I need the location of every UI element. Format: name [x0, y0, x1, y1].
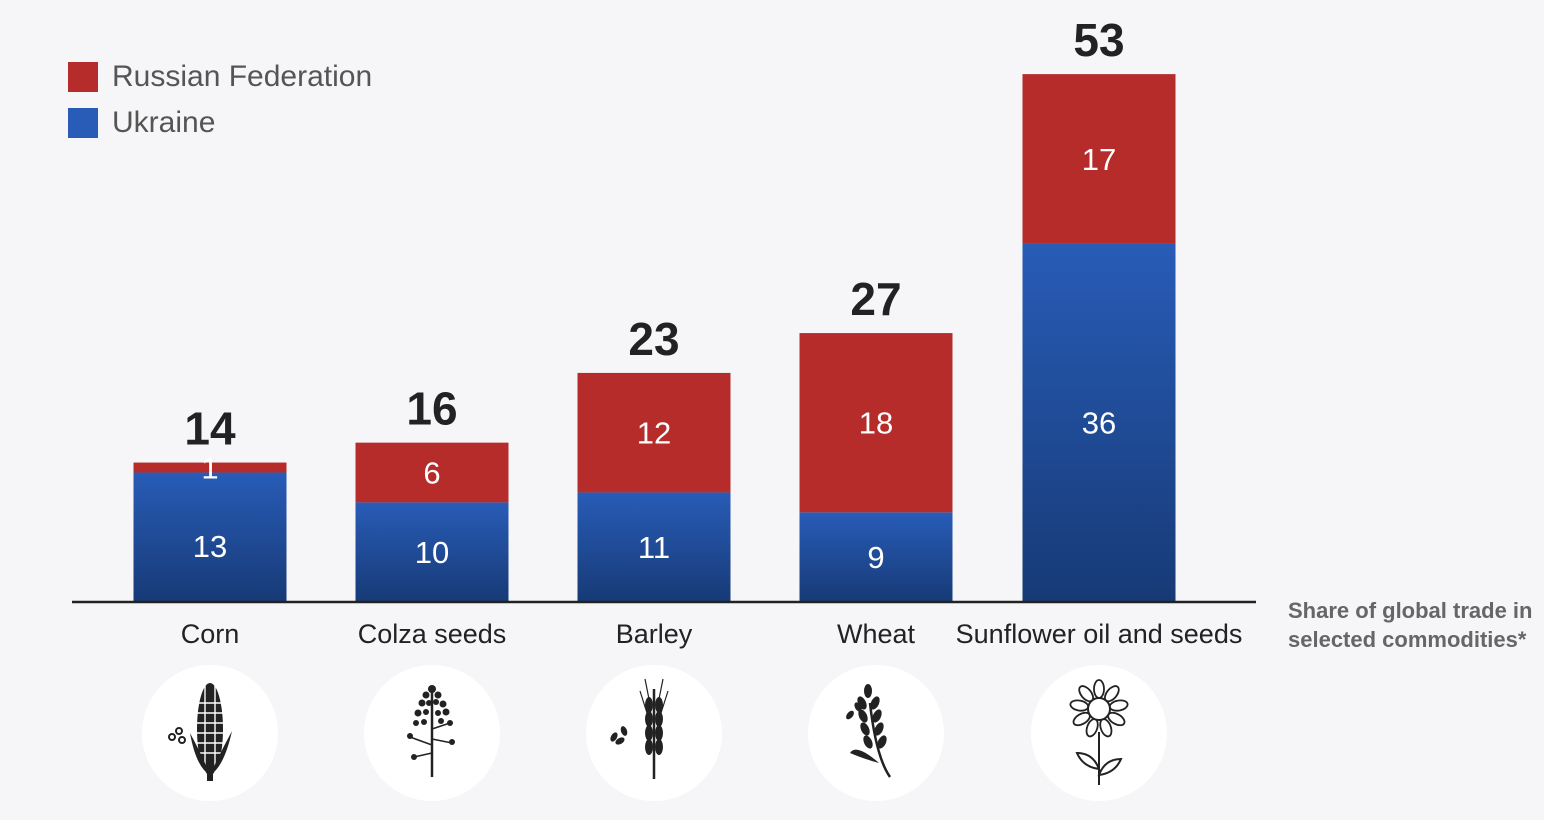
legend-label-ukraine: Ukraine: [112, 106, 216, 139]
total-label: 14: [184, 403, 236, 455]
bar-ukraine: [577, 492, 731, 602]
bar-russia: [133, 462, 287, 473]
bar-ukraine: [133, 472, 287, 602]
bar-ukraine: [355, 502, 509, 602]
data-label-ukraine: 9: [867, 540, 884, 575]
legend-swatch-russia: [68, 62, 98, 92]
data-label-ukraine: 10: [415, 535, 449, 570]
data-label-ukraine: 13: [193, 529, 227, 564]
category-label: Barley: [616, 619, 693, 649]
bar-ukraine: [1022, 243, 1176, 602]
data-label-russia: 6: [423, 456, 440, 491]
data-label-ukraine: 11: [638, 530, 670, 565]
legend-swatch-ukraine: [68, 108, 98, 138]
data-label-russia: 12: [637, 416, 671, 451]
chart-footnote: Share of global trade in selected commod…: [1288, 598, 1533, 652]
bar-ukraine: [799, 512, 953, 602]
category-label: Colza seeds: [358, 619, 507, 649]
data-label-russia: 17: [1082, 142, 1116, 177]
total-label: 53: [1073, 14, 1124, 66]
bar-russia: [799, 333, 953, 513]
category-label: Sunflower oil and seeds: [956, 619, 1243, 649]
category-label: Corn: [181, 619, 240, 649]
bar-russia: [577, 372, 731, 493]
data-label-russia: 1: [201, 451, 218, 486]
legend-label-russia: Russian Federation: [112, 60, 373, 93]
data-label-ukraine: 36: [1082, 406, 1116, 441]
total-label: 23: [628, 313, 679, 365]
data-label-russia: 18: [859, 406, 893, 441]
category-label: Wheat: [837, 619, 916, 649]
bar-russia: [1022, 74, 1176, 244]
total-label: 27: [850, 273, 901, 325]
total-label: 16: [406, 383, 457, 435]
bar-russia: [355, 442, 509, 503]
